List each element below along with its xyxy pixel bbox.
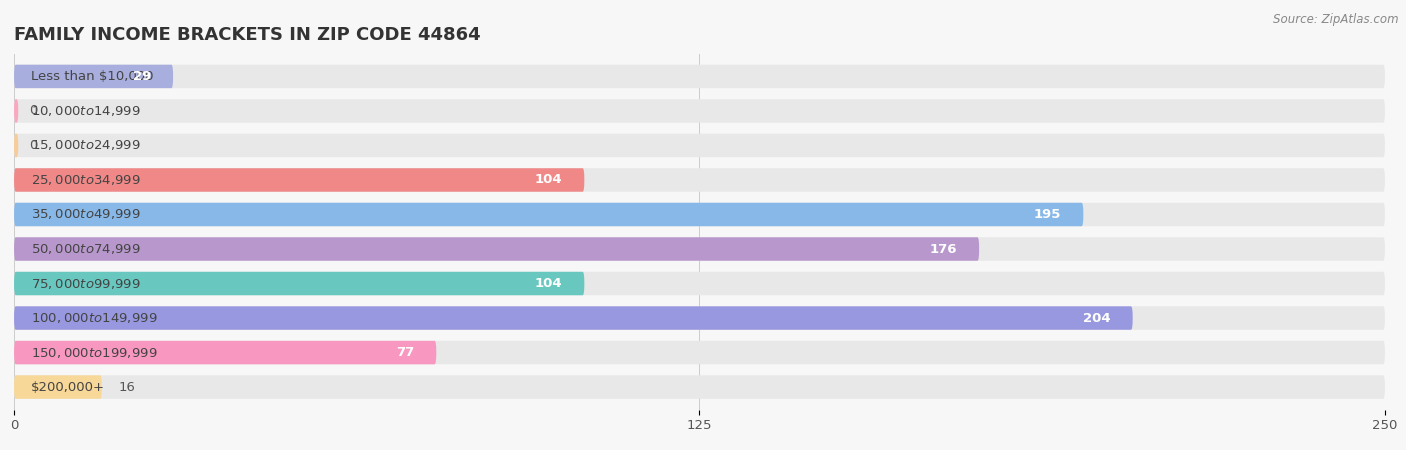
FancyBboxPatch shape [14, 99, 18, 123]
FancyBboxPatch shape [14, 237, 1385, 261]
Text: 204: 204 [1083, 311, 1111, 324]
Text: Source: ZipAtlas.com: Source: ZipAtlas.com [1274, 14, 1399, 27]
FancyBboxPatch shape [14, 272, 1385, 295]
Text: $100,000 to $149,999: $100,000 to $149,999 [31, 311, 157, 325]
Text: 77: 77 [396, 346, 415, 359]
Text: $150,000 to $199,999: $150,000 to $199,999 [31, 346, 157, 360]
Text: 0: 0 [30, 104, 38, 117]
FancyBboxPatch shape [14, 203, 1084, 226]
Text: $50,000 to $74,999: $50,000 to $74,999 [31, 242, 141, 256]
FancyBboxPatch shape [14, 65, 173, 88]
Text: $200,000+: $200,000+ [31, 381, 104, 394]
FancyBboxPatch shape [14, 272, 585, 295]
Text: $35,000 to $49,999: $35,000 to $49,999 [31, 207, 141, 221]
Text: $25,000 to $34,999: $25,000 to $34,999 [31, 173, 141, 187]
FancyBboxPatch shape [14, 341, 1385, 364]
Text: 195: 195 [1033, 208, 1062, 221]
Text: $75,000 to $99,999: $75,000 to $99,999 [31, 276, 141, 291]
Text: 104: 104 [534, 174, 562, 186]
FancyBboxPatch shape [14, 99, 1385, 123]
FancyBboxPatch shape [14, 168, 1385, 192]
FancyBboxPatch shape [14, 65, 1385, 88]
Text: FAMILY INCOME BRACKETS IN ZIP CODE 44864: FAMILY INCOME BRACKETS IN ZIP CODE 44864 [14, 26, 481, 44]
FancyBboxPatch shape [14, 134, 18, 157]
FancyBboxPatch shape [14, 134, 1385, 157]
Text: 104: 104 [534, 277, 562, 290]
FancyBboxPatch shape [14, 341, 436, 364]
Text: $15,000 to $24,999: $15,000 to $24,999 [31, 139, 141, 153]
Text: 176: 176 [929, 243, 957, 256]
FancyBboxPatch shape [14, 306, 1385, 330]
FancyBboxPatch shape [14, 237, 979, 261]
FancyBboxPatch shape [14, 168, 585, 192]
FancyBboxPatch shape [14, 375, 101, 399]
FancyBboxPatch shape [14, 203, 1385, 226]
Text: Less than $10,000: Less than $10,000 [31, 70, 153, 83]
Text: 16: 16 [118, 381, 135, 394]
FancyBboxPatch shape [14, 306, 1133, 330]
Text: 0: 0 [30, 139, 38, 152]
Text: 29: 29 [134, 70, 152, 83]
FancyBboxPatch shape [14, 375, 1385, 399]
Text: $10,000 to $14,999: $10,000 to $14,999 [31, 104, 141, 118]
